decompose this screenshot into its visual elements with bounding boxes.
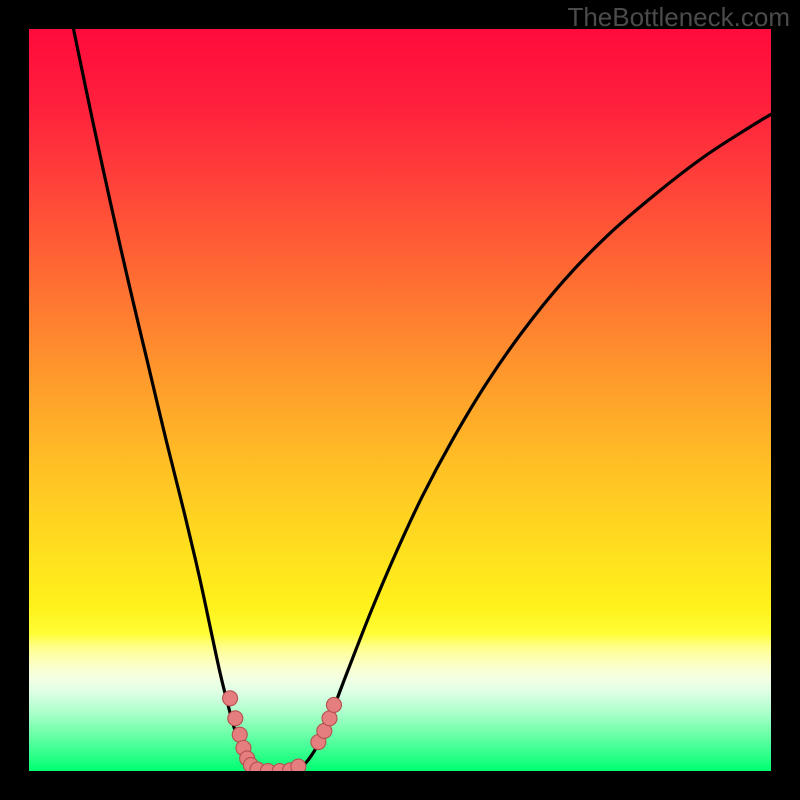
chart-container: { "canvas": { "width": 800, "height": 80…: [0, 0, 800, 800]
data-marker: [228, 711, 243, 726]
data-marker: [322, 711, 337, 726]
bottleneck-chart: [29, 29, 771, 771]
watermark-text: TheBottleneck.com: [567, 2, 790, 33]
data-marker: [326, 697, 341, 712]
data-marker: [223, 691, 238, 706]
data-marker: [232, 727, 247, 742]
gradient-background: [29, 29, 771, 771]
data-marker: [291, 759, 306, 771]
